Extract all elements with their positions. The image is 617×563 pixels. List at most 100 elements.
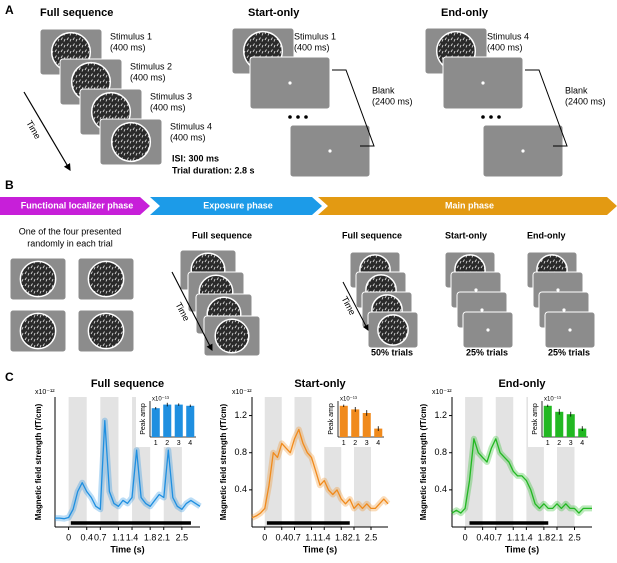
- x-tick-label: 1.1: [305, 532, 318, 542]
- line: [55, 419, 201, 520]
- label: (400 ms): [130, 72, 166, 82]
- inset-bar: [566, 414, 575, 437]
- phase-arrow: [0, 197, 150, 215]
- x-tick-label: 2.5: [176, 532, 189, 542]
- label: One of the four presented: [19, 226, 122, 236]
- label: Stimulus 4: [487, 31, 529, 41]
- inset-bar: [174, 404, 183, 437]
- x-tick-label: 0.4: [476, 532, 489, 542]
- inset-bar: [543, 405, 552, 437]
- y-axis-label: Magnetic field strength (fT/cm): [34, 403, 43, 520]
- x-tick-label: 0.4: [80, 532, 93, 542]
- stimulus-disk: [87, 260, 125, 298]
- inset-bar: [186, 405, 195, 437]
- fixation-dot: [480, 308, 484, 312]
- line: [451, 438, 592, 514]
- x-tick-label: 2.1: [348, 532, 361, 542]
- x-tick-label: 0: [66, 532, 71, 542]
- label: Stimulus 2: [130, 61, 172, 71]
- panel-title: Start-only: [248, 7, 300, 19]
- panel-letter: A: [5, 3, 14, 17]
- fixation-dot: [521, 149, 525, 153]
- line: [251, 428, 389, 519]
- y-tick-label: 1.2: [234, 410, 247, 420]
- ellipsis-dot: [304, 115, 308, 119]
- time-arrow: [342, 281, 369, 331]
- panel-title: End-only: [441, 7, 489, 19]
- label: 25% trials: [548, 347, 590, 357]
- panel-letter: C: [5, 370, 14, 384]
- panel-letter: B: [5, 178, 14, 192]
- y-tick-label: 0.4: [234, 484, 247, 494]
- y-tick-label: 0.4: [434, 484, 447, 494]
- inset-x-label: 4: [188, 440, 192, 447]
- x-axis-label: Time (s): [303, 544, 337, 554]
- axis-multiplier: x10⁻¹²: [232, 389, 252, 396]
- phase-arrow: [318, 197, 617, 215]
- axis-multiplier: x10⁻¹²: [432, 389, 452, 396]
- inset-multiplier: x10⁻¹³: [152, 397, 169, 403]
- x-tick-label: 0.4: [275, 532, 288, 542]
- fixation-dot: [486, 328, 490, 332]
- x-tick-label: 1.8: [538, 532, 551, 542]
- time-arrow: [171, 271, 213, 351]
- ellipsis-dot: [296, 115, 300, 119]
- label: Time: [24, 119, 42, 141]
- chart-title: End-only: [498, 378, 546, 390]
- stimulus-disk: [110, 121, 152, 163]
- inset-bar: [351, 409, 360, 437]
- label: ISI: 300 ms: [172, 153, 219, 163]
- stimulus-window: [68, 397, 87, 527]
- fixation-dot: [562, 308, 566, 312]
- label: Blank: [372, 85, 395, 95]
- x-tick-label: 2.5: [365, 532, 378, 542]
- stimulus-disk: [214, 318, 250, 354]
- x-tick-label: 2.5: [568, 532, 581, 542]
- ellipsis-dot: [497, 115, 501, 119]
- inset-y-label: Peak amp: [532, 403, 539, 435]
- chart-title: Full sequence: [91, 378, 164, 390]
- inset-bar: [362, 413, 371, 437]
- ellipsis-dot: [288, 115, 292, 119]
- inset-x-label: 4: [376, 440, 380, 447]
- inset-multiplier: x10⁻¹³: [340, 397, 357, 403]
- label: (400 ms): [110, 42, 146, 52]
- label: (2400 ms): [565, 96, 606, 106]
- inset-x-label: 2: [165, 440, 169, 447]
- fixation-dot: [328, 149, 332, 153]
- x-tick-label: 0.7: [288, 532, 301, 542]
- inset-y-label: Peak amp: [328, 403, 335, 435]
- label: randomly in each trial: [27, 238, 113, 248]
- x-tick-label: 2.1: [157, 532, 170, 542]
- inset-bar: [578, 428, 587, 437]
- phase-arrow: [150, 197, 322, 215]
- x-tick-label: 1.1: [507, 532, 520, 542]
- label: Start-only: [445, 230, 487, 240]
- phase-label: Functional localizer phase: [21, 200, 134, 210]
- inset-bar: [555, 411, 564, 437]
- stimulus-window: [495, 397, 514, 527]
- phase-label: Main phase: [445, 200, 494, 210]
- x-tick-label: 0.7: [489, 532, 502, 542]
- inset-x-label: 3: [177, 440, 181, 447]
- stimulus-window: [294, 397, 312, 527]
- fixation-dot: [288, 81, 292, 85]
- inset-bar: [374, 428, 383, 437]
- label: Trial duration: 2.8 s: [172, 165, 255, 175]
- x-axis-label: Time (s): [110, 544, 144, 554]
- fixation-dot: [556, 288, 560, 292]
- x-tick-label: 1.4: [520, 532, 533, 542]
- label: 25% trials: [466, 347, 508, 357]
- label: Stimulus 4: [170, 121, 212, 131]
- x-tick-label: 1.4: [126, 532, 139, 542]
- inset-bar: [151, 408, 160, 437]
- stimulus-window: [264, 397, 282, 527]
- chart-title: Start-only: [294, 378, 346, 390]
- y-tick-label: 0.8: [234, 447, 247, 457]
- axis-multiplier: x10⁻¹²: [35, 389, 55, 396]
- fixation-dot: [568, 328, 572, 332]
- inset-x-label: 1: [342, 440, 346, 447]
- label: End-only: [527, 230, 566, 240]
- label: Stimulus 3: [150, 91, 192, 101]
- fixation-dot: [474, 288, 478, 292]
